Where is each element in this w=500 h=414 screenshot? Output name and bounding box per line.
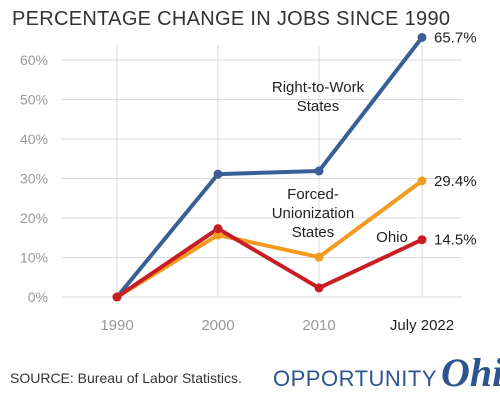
data-point-ohio — [112, 292, 122, 302]
logo-word-opportunity: OPPORTUNITY — [273, 366, 438, 391]
series-label-ohio: Ohio — [376, 229, 408, 246]
y-tick-label: 10% — [20, 250, 48, 266]
series-label-right-to-work: Right-to-Work States — [272, 79, 365, 115]
x-tick-label: July 2022 — [390, 317, 454, 334]
end-value-label-right-to-work: 65.7% — [434, 29, 477, 46]
series-line-right-to-work — [115, 35, 424, 299]
data-point-forced-unionization — [314, 252, 324, 262]
data-point-right-to-work — [314, 166, 324, 176]
y-tick-label: 40% — [20, 131, 48, 147]
x-tick-label: 2010 — [302, 317, 335, 334]
series-line-forced-unionization — [115, 178, 424, 299]
series-line-ohio — [115, 226, 424, 299]
logo-word-ohio: Ohio — [441, 350, 500, 395]
line-chart: 0% 10% 20% 30% 40% 50% 60% 1990 2000 2010 July 20… — [20, 29, 477, 334]
y-tick-label: 50% — [20, 92, 48, 108]
y-tick-label: 0% — [28, 289, 48, 305]
series-label-forced-unionization: Forced-Unionization States — [272, 186, 355, 241]
data-point-right-to-work — [213, 169, 223, 179]
chart-title: PERCENTAGE CHANGE IN JOBS SINCE 1990 — [12, 8, 451, 30]
data-point-ohio — [213, 224, 223, 234]
y-tick-label: 60% — [20, 52, 48, 68]
x-tick-label: 1990 — [100, 317, 133, 334]
y-tick-label: 20% — [20, 210, 48, 226]
data-point-ohio — [417, 235, 427, 245]
data-point-forced-unionization — [213, 230, 223, 240]
data-point-forced-unionization — [417, 176, 427, 186]
opportunity-ohio-logo: OPPORTUNITYOhio — [273, 349, 500, 396]
x-tick-label: 2000 — [201, 317, 234, 334]
y-tick-label: 30% — [20, 171, 48, 187]
data-point-ohio — [314, 283, 324, 293]
end-value-label-ohio: 14.5% — [434, 232, 477, 249]
data-point-right-to-work — [417, 32, 427, 42]
end-value-label-forced-unionization: 29.4% — [434, 173, 477, 190]
source-note: SOURCE: Bureau of Labor Statistics. — [10, 370, 242, 386]
